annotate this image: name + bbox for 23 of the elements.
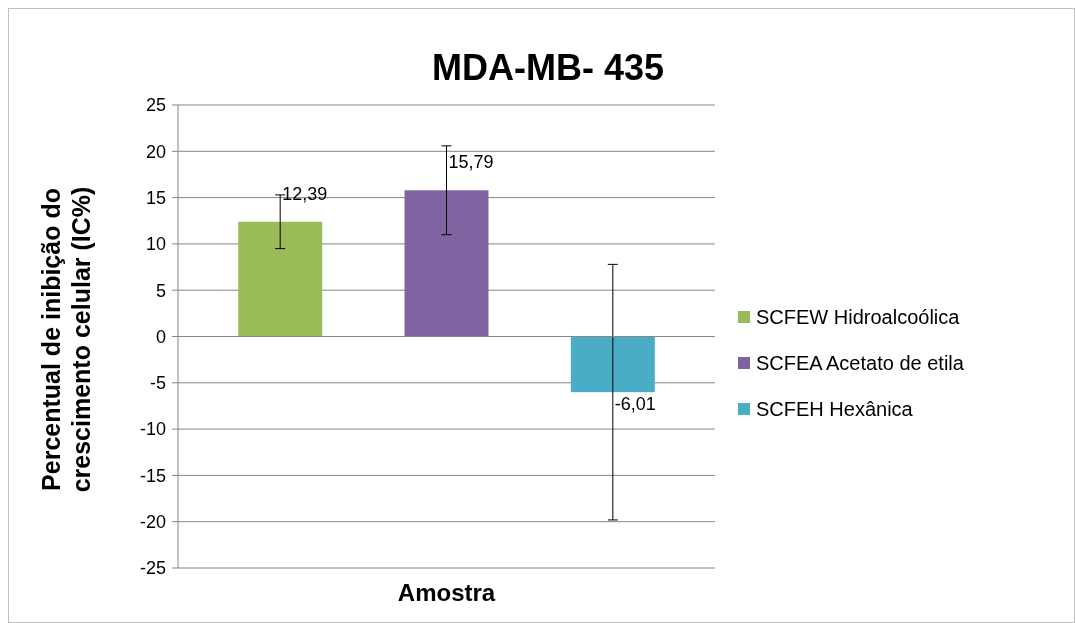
legend-label: SCFEW Hidroalcoólica (756, 306, 961, 328)
bar (238, 221, 323, 337)
bar (570, 336, 655, 393)
chart-title: MDA-MB- 435 (431, 47, 665, 88)
legend-label: SCFEA Acetato de etila (756, 352, 965, 374)
y-tick-label: 0 (155, 326, 166, 347)
data-label: 12,39 (282, 183, 328, 204)
data-label: 15,79 (448, 152, 494, 173)
y-tick-label: -20 (139, 512, 166, 532)
x-axis-title: Amostra (397, 579, 496, 606)
legend-label: SCFEH Hexânica (756, 398, 914, 420)
bar (404, 190, 489, 337)
y-tick-label: 5 (155, 280, 166, 301)
y-tick-label: 10 (145, 234, 166, 255)
y-tick-label: 25 (145, 95, 166, 116)
y-tick-label: 20 (145, 141, 166, 162)
y-tick-label: -25 (139, 558, 166, 579)
y-axis-title: Percentual de inibição do crescimento celular (IC%) (37, 186, 95, 493)
y-tick-label: -5 (149, 373, 166, 394)
y-tick-label: 15 (145, 187, 166, 208)
y-tick-label: -10 (139, 419, 166, 440)
y-tick-label: -15 (139, 465, 166, 486)
data-label: -6,01 (614, 394, 656, 415)
